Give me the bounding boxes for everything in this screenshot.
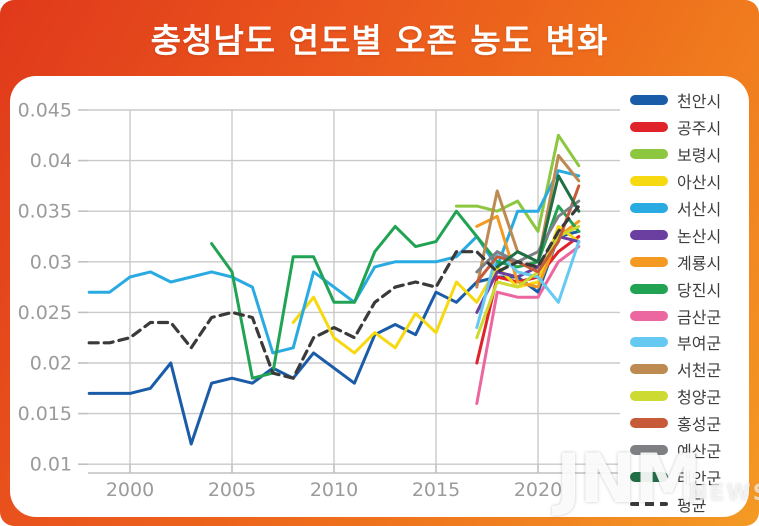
chart-card: 0.045 0.04 0.035 0.03 0.025 0.02 0.015 0.01 2000… (10, 76, 749, 517)
x-tick-label: 2005 (208, 479, 256, 501)
y-tick-label: 0.035 (18, 201, 72, 223)
legend-item: 태안군 (630, 463, 748, 490)
series-line-9 (475, 240, 581, 330)
y-tick-label: 0.025 (18, 302, 72, 324)
x-gridlines: 2000 2005 2010 2015 2020 (88, 110, 620, 501)
y-gridlines: 0.045 0.04 0.035 0.03 0.025 0.02 0.015 0.01 (18, 100, 620, 476)
legend-label: 금산군 (677, 307, 722, 327)
legend-swatch (630, 418, 668, 429)
legend-label: 당진시 (677, 280, 722, 300)
y-tick-label: 0.03 (30, 251, 72, 273)
legend-swatch (630, 256, 668, 267)
legend-swatch (630, 445, 668, 456)
series-line-12 (475, 184, 581, 284)
legend-swatch (630, 203, 668, 213)
legend-label: 예산군 (677, 442, 722, 462)
x-tick-label: 2020 (514, 479, 562, 501)
legend-label: 홍성군 (677, 415, 722, 435)
legend-label: 논산시 (677, 226, 722, 246)
y-tick-label: 0.04 (30, 150, 72, 172)
legend-label: 태안군 (677, 468, 722, 488)
legend-swatch (630, 471, 668, 482)
legend-item: 보령시 (630, 141, 748, 168)
legend-label: 공주시 (677, 119, 722, 139)
x-tick-label: 2010 (310, 479, 358, 501)
legend-item: 금산군 (630, 302, 748, 329)
legend-swatch (630, 122, 668, 133)
y-tick-label: 0.015 (18, 403, 72, 425)
legend-label: 계룡시 (677, 253, 722, 273)
legend-item: 청양군 (630, 383, 748, 410)
legend-item: 천안시 (630, 87, 748, 114)
series-line-3 (291, 224, 581, 355)
series-line-5 (475, 235, 581, 314)
legend-swatch (630, 95, 668, 106)
legend-item: 평균 (630, 490, 748, 517)
legend-label: 보령시 (677, 146, 722, 166)
legend-item: 서천군 (630, 356, 748, 383)
legend-swatch (630, 283, 668, 294)
page-title: 충청남도 연도별 오존 농도 변화 (150, 21, 609, 60)
legend-label: 서천군 (677, 361, 722, 381)
series-line-2 (454, 133, 581, 233)
legend-item: 당진시 (630, 275, 748, 302)
series-line-15 (87, 204, 581, 380)
legend-label: 부여군 (677, 334, 722, 354)
series-lines (87, 133, 581, 446)
legend-item: 예산군 (630, 437, 748, 464)
legend-item: 부여군 (630, 329, 748, 356)
ozone-line-chart: 0.045 0.04 0.035 0.03 0.025 0.02 0.015 0.01 2000… (18, 100, 620, 501)
legend-swatch (630, 337, 668, 348)
series-line-7 (210, 204, 581, 380)
legend-item: 홍성군 (630, 410, 748, 437)
legend-label: 서산시 (677, 200, 722, 219)
legend-label: 아산시 (677, 173, 722, 193)
legend-swatch (630, 149, 668, 160)
legend-label: 천안시 (677, 92, 722, 112)
legend-item: 논산시 (630, 221, 748, 248)
legend-swatch (630, 391, 668, 402)
legend-swatch (630, 501, 668, 506)
legend-swatch (630, 176, 668, 187)
legend-swatch (630, 229, 668, 240)
legend-item: 공주시 (630, 114, 748, 141)
legend-swatch (630, 364, 668, 375)
x-tick-label: 2015 (412, 479, 460, 501)
x-tick-label: 2000 (106, 479, 154, 501)
legend-label: 평균 (677, 495, 707, 515)
series-line-8 (475, 245, 581, 405)
y-tick-label: 0.045 (18, 100, 72, 122)
series-line-14 (495, 174, 581, 269)
legend-swatch (630, 310, 668, 321)
y-tick-label: 0.01 (30, 454, 72, 476)
title-bar: 충청남도 연도별 오존 농도 변화 (0, 0, 759, 76)
y-tick-label: 0.02 (30, 353, 72, 375)
legend-item: 아산시 (630, 168, 748, 195)
legend-item: 계룡시 (630, 248, 748, 275)
legend-label: 청양군 (677, 388, 722, 408)
legend-item: 서산시 (630, 195, 748, 222)
